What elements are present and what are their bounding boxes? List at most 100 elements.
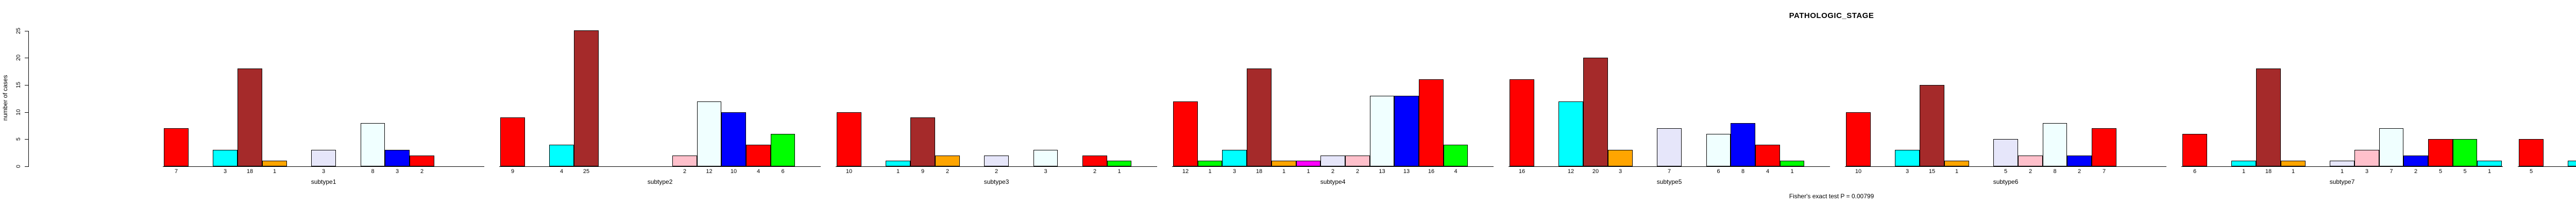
y-tick-label: 10	[15, 109, 22, 115]
bar-value-label: 2	[945, 168, 950, 175]
bar	[1198, 161, 1222, 166]
chart-title: PATHOLOGIC_STAGE	[1789, 11, 1874, 20]
bar-value-label: 25	[583, 168, 590, 175]
bar	[2453, 139, 2477, 166]
bar	[1345, 156, 1370, 166]
bar-value-label: 15	[1928, 168, 1936, 175]
bar-value-label: 13	[1403, 168, 1410, 175]
bar	[837, 112, 861, 166]
bar-value-label: 2	[994, 168, 998, 175]
bar-value-label: 7	[174, 168, 178, 175]
bar-value-label: 16	[1428, 168, 1435, 175]
bar-value-label: 1	[1955, 168, 1959, 175]
bar-value-label: 4	[560, 168, 564, 175]
bar-value-label: 16	[1518, 168, 1526, 175]
bar-value-label: 8	[1741, 168, 1745, 175]
bar-value-label: 10	[1855, 168, 1862, 175]
bar	[1272, 161, 1296, 166]
bar	[2330, 161, 2354, 166]
y-tick-label: 15	[15, 81, 22, 89]
bar	[721, 112, 746, 166]
bar-value-label: 12	[1182, 168, 1189, 175]
bar-value-label: 10	[730, 168, 737, 175]
bar	[1608, 150, 1633, 166]
bar-value-label: 2	[1355, 168, 1360, 175]
bar-value-label: 18	[246, 168, 253, 175]
y-tick	[25, 139, 28, 140]
bar-value-label: 3	[395, 168, 399, 175]
bar-value-label: 1	[1282, 168, 1286, 175]
bar-value-label: 7	[2102, 168, 2106, 175]
bar	[1444, 145, 1468, 166]
x-axis-baseline	[499, 166, 821, 167]
bar	[1510, 79, 1534, 166]
bar	[1944, 161, 1969, 166]
bar	[771, 134, 795, 166]
bar	[1920, 85, 1944, 166]
bar-value-label: 1	[1208, 168, 1212, 175]
bar	[2067, 156, 2092, 166]
bar-value-label: 1	[2291, 168, 2295, 175]
bar	[2281, 161, 2306, 166]
bar	[238, 68, 262, 166]
bar	[1657, 128, 1682, 166]
bar-value-label: 4	[1766, 168, 1770, 175]
bar-value-label: 1	[1790, 168, 1794, 175]
bar-value-label: 5	[2529, 168, 2533, 175]
bar-value-label: 2	[683, 168, 687, 175]
bar	[1419, 79, 1444, 166]
bar	[2043, 123, 2067, 166]
bar	[1993, 139, 2018, 166]
bar-value-label: 3	[1905, 168, 1909, 175]
bar-value-label: 12	[706, 168, 713, 175]
bar-value-label: 8	[2053, 168, 2057, 175]
group-label: subtype1	[311, 178, 336, 185]
bar	[2354, 150, 2379, 166]
bar-value-label: 2	[420, 168, 424, 175]
bar-value-label: 1	[2487, 168, 2492, 175]
bar-value-label: 2	[2414, 168, 2418, 175]
bar	[2403, 156, 2428, 166]
bar	[746, 145, 771, 166]
bar	[2092, 128, 2116, 166]
bar	[1558, 101, 1583, 166]
bar-value-label: 2	[1093, 168, 1097, 175]
bar-value-label: 3	[223, 168, 227, 175]
y-axis-line	[28, 30, 29, 167]
group-label: subtype7	[2329, 178, 2355, 185]
bar	[164, 128, 189, 166]
bar	[672, 156, 697, 166]
bar-value-label: 5	[2004, 168, 2008, 175]
bar	[1222, 150, 1247, 166]
bar	[1780, 161, 1804, 166]
x-axis-baseline	[2518, 166, 2576, 167]
bar-value-label: 7	[1667, 168, 1671, 175]
y-tick-label: 0	[15, 164, 22, 168]
bar-value-label: 7	[2389, 168, 2393, 175]
y-axis-label: number of cases	[2, 75, 9, 121]
bar-value-label: 10	[845, 168, 853, 175]
bar-value-label: 6	[781, 168, 785, 175]
bar-value-label: 2	[1331, 168, 1335, 175]
x-axis-baseline	[1509, 166, 1831, 167]
bar	[549, 145, 574, 166]
bar	[2477, 161, 2502, 166]
bar-value-label: 8	[371, 168, 375, 175]
bar	[1296, 161, 1320, 166]
bar-value-label: 2	[2028, 168, 2032, 175]
bar-value-label: 1	[1117, 168, 1121, 175]
fisher-annotation: Fisher's exact test P = 0.00799	[1789, 193, 1874, 200]
x-axis-baseline	[1845, 166, 2167, 167]
bar	[385, 150, 410, 166]
bar	[1082, 156, 1107, 166]
y-tick-label: 5	[15, 138, 22, 141]
bar-value-label: 3	[1044, 168, 1047, 175]
bar	[1247, 68, 1272, 166]
y-tick	[25, 166, 28, 167]
bar	[2182, 134, 2207, 166]
bar	[2256, 68, 2281, 166]
bar	[2519, 139, 2544, 166]
x-axis-baseline	[163, 166, 485, 167]
x-axis-baseline	[836, 166, 1158, 167]
